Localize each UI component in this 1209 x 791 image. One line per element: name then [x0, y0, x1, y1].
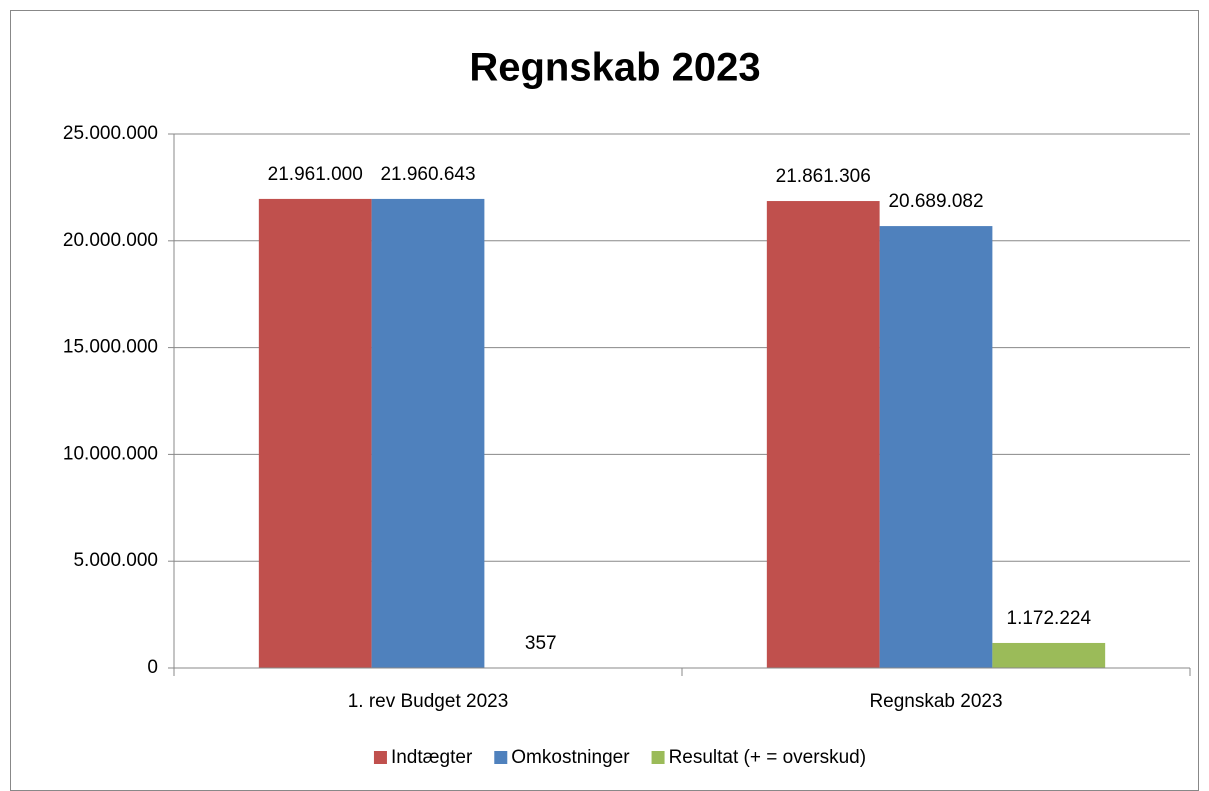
legend-label: Indtægter: [391, 747, 473, 768]
bar: [258, 198, 372, 669]
x-tick-label: 1. rev Budget 2023: [348, 691, 509, 712]
bar: [766, 201, 880, 668]
x-tick-label: Regnskab 2023: [869, 691, 1002, 712]
y-tick-label: 15.000.000: [63, 337, 158, 358]
value-label: 20.689.082: [888, 191, 983, 212]
y-tick-label: 5.000.000: [73, 550, 158, 571]
value-label: 357: [525, 633, 557, 654]
legend-swatch: [494, 751, 508, 764]
value-label: 21.861.306: [776, 166, 871, 187]
legend-label: Omkostninger: [511, 747, 630, 768]
value-label: 21.961.000: [268, 164, 363, 185]
bar: [879, 226, 993, 668]
bar: [992, 642, 1106, 668]
legend-swatch: [373, 751, 387, 764]
y-tick-label: 25.000.000: [63, 123, 158, 144]
y-tick-label: 0: [147, 657, 158, 678]
value-label: 1.172.224: [1007, 608, 1092, 629]
chart-border: [10, 10, 1199, 791]
y-tick-label: 10.000.000: [63, 443, 158, 464]
y-tick-label: 20.000.000: [63, 230, 158, 251]
legend-swatch: [651, 751, 665, 764]
legend-label: Resultat (+ = overskud): [669, 747, 866, 768]
bar: [371, 198, 485, 669]
chart-title: Regnskab 2023: [469, 46, 760, 90]
value-label: 21.960.643: [380, 164, 475, 185]
